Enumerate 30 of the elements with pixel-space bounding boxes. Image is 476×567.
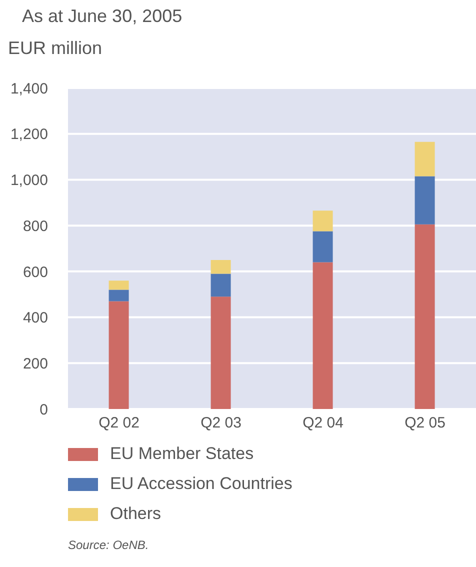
chart-title: As at June 30, 2005 [22,6,182,27]
y-tick-label: 800 [22,218,48,235]
bar [210,296,231,409]
source-note: Source: OeNB. [68,538,149,552]
y-axis-title: EUR million [8,38,102,58]
bar [108,290,129,302]
bar [414,176,435,224]
x-tick-label: Q2 04 [302,414,344,432]
y-tick-label: 200 [22,355,48,372]
bar [312,262,333,409]
bar [108,301,129,409]
x-tick-label: Q2 02 [98,414,140,432]
legend-label: EU Accession Countries [110,474,292,494]
y-tick-label: 600 [22,264,48,281]
bar [210,274,231,297]
legend-label: Others [110,504,162,524]
legend-label: EU Member States [110,444,254,464]
bar [210,260,231,274]
y-tick-label: 1,000 [10,172,48,190]
y-tick-label: 1,400 [10,80,48,98]
bar [414,142,435,176]
bar [312,210,333,232]
x-tick-label: Q2 03 [200,414,242,432]
bar [108,280,129,290]
y-tick-label: 0 [40,401,48,418]
bar [312,231,333,262]
x-tick-label: Q2 05 [404,414,446,432]
bar [414,224,435,409]
y-tick-label: 400 [22,310,48,327]
y-tick-label: 1,200 [10,126,48,144]
